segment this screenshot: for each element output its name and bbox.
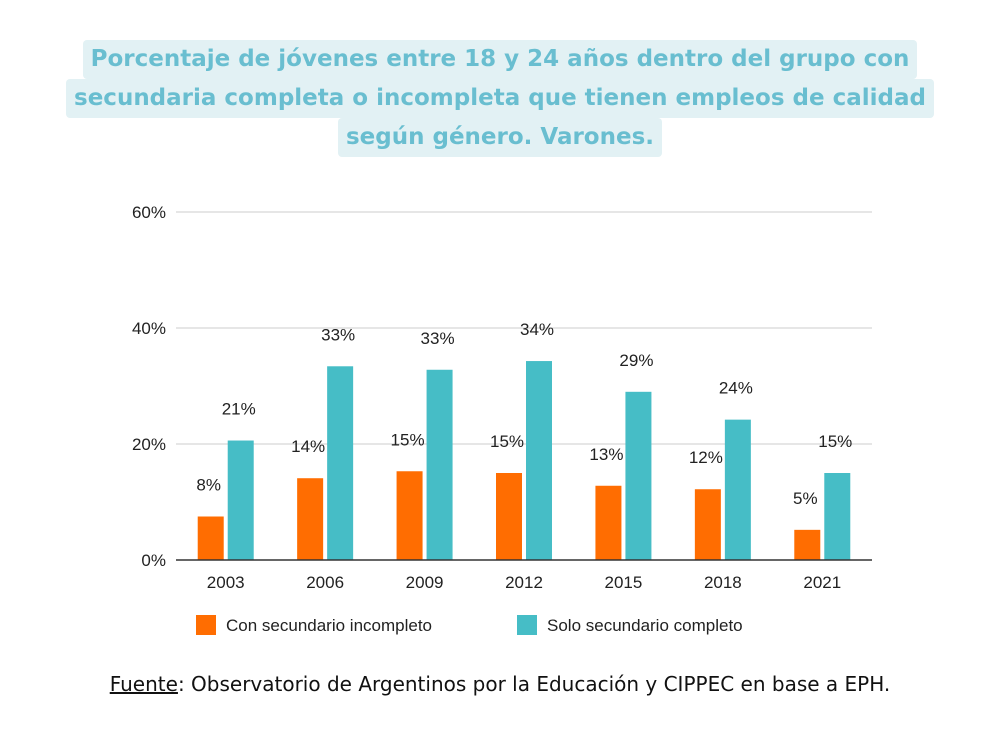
y-tick-label: 20% [132,435,166,454]
bar-incompleto [794,529,821,560]
data-label: 15% [818,432,852,451]
x-tick-label: 2018 [704,573,742,592]
source-note: Fuente: Observatorio de Argentinos por l… [0,672,1000,696]
data-label: 15% [391,430,425,449]
bar-incompleto [197,516,224,560]
data-label: 8% [196,476,221,495]
bar-completo [227,440,254,560]
chart-title-line-3: según género. Varones. [337,118,663,157]
data-label: 12% [689,448,723,467]
x-tick-label: 2003 [207,573,245,592]
source-label: Fuente [109,672,178,696]
x-tick-label: 2015 [605,573,643,592]
data-label: 15% [490,432,524,451]
chart-title: Porcentaje de jóvenes entre 18 y 24 años… [0,40,1000,157]
legend-label: Con secundario incompleto [226,616,432,635]
data-label: 34% [520,320,554,339]
bar-incompleto [396,471,423,560]
data-label: 14% [291,437,325,456]
data-label: 33% [321,325,355,344]
data-label: 24% [719,379,753,398]
chart-title-line-2: secundaria completa o incompleta que tie… [66,79,934,118]
source-text: : Observatorio de Argentinos por la Educ… [177,672,891,696]
legend-swatch [517,615,537,635]
bar-chart: 0% 20% 40% 60% 8% 21% 2003 14% 33% 2006 15% 33% 2009… [132,203,872,635]
legend-label: Solo secundario completo [547,616,743,635]
data-label: 33% [421,329,455,348]
x-tick-label: 2009 [406,573,444,592]
bar-incompleto [595,485,622,560]
y-tick-label: 40% [132,319,166,338]
chart-title-line-1: Porcentaje de jóvenes entre 18 y 24 años… [82,40,918,79]
legend-swatch [196,615,216,635]
bar-completo [824,473,851,560]
y-tick-label: 60% [132,203,166,222]
x-tick-label: 2021 [803,573,841,592]
bar-incompleto [297,478,324,560]
bar-completo [625,391,652,560]
bar-incompleto [496,473,522,560]
x-tick-label: 2006 [306,573,344,592]
bar-completo [724,419,751,560]
bar-completo [526,361,552,560]
bar-incompleto [694,489,721,560]
data-label: 21% [222,400,256,419]
bar-completo [426,369,453,560]
y-tick-label: 0% [141,551,166,570]
x-tick-label: 2012 [505,573,543,592]
data-label: 29% [619,351,653,370]
bar-completo [327,366,354,560]
data-label: 5% [793,489,818,508]
data-label: 13% [589,445,623,464]
